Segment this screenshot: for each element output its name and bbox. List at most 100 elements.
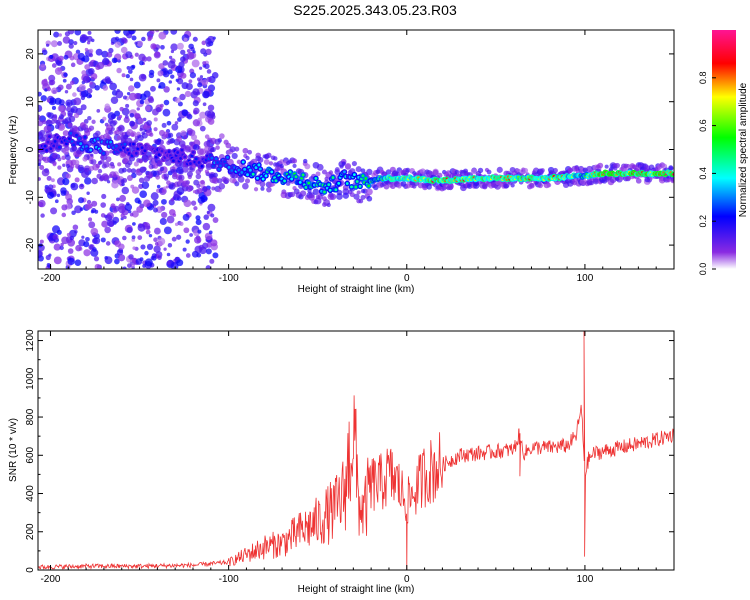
heatmap-cell bbox=[143, 149, 147, 153]
heatmap-cell bbox=[537, 182, 543, 189]
heatmap-cell bbox=[189, 233, 193, 237]
heatmap-cell bbox=[204, 134, 210, 139]
heatmap-cell bbox=[197, 229, 202, 234]
heatmap-cell bbox=[592, 178, 600, 185]
heatmap-cell bbox=[197, 161, 201, 164]
heatmap-cell bbox=[240, 171, 244, 174]
heatmap-cell bbox=[54, 119, 59, 124]
spectrogram-x-label: Height of straight line (km) bbox=[298, 284, 415, 295]
heatmap-cell bbox=[270, 170, 274, 174]
heatmap-cell bbox=[193, 179, 200, 186]
y-tick-label: -20 bbox=[25, 237, 36, 252]
heatmap-cell bbox=[366, 168, 373, 176]
heatmap-cell bbox=[210, 213, 215, 218]
heatmap-cell bbox=[91, 177, 98, 185]
heatmap-cell bbox=[154, 51, 161, 58]
heatmap-cell bbox=[51, 105, 57, 111]
heatmap-cell bbox=[204, 146, 210, 152]
heatmap-cell bbox=[118, 167, 125, 174]
heatmap-cell bbox=[190, 91, 198, 99]
heatmap-cell bbox=[191, 59, 200, 68]
heatmap-cell bbox=[204, 169, 209, 174]
heatmap-cell bbox=[143, 175, 151, 182]
heatmap-cell bbox=[163, 186, 167, 190]
heatmap-cell bbox=[155, 175, 161, 180]
heatmap-cell bbox=[151, 108, 159, 116]
heatmap-cell bbox=[65, 173, 71, 179]
heatmap-cell bbox=[153, 117, 158, 122]
heatmap-cell bbox=[73, 113, 80, 119]
heatmap-cell bbox=[65, 99, 73, 108]
heatmap-cell bbox=[192, 190, 197, 194]
heatmap-cell bbox=[90, 248, 99, 257]
heatmap-cell bbox=[139, 99, 145, 105]
heatmap-cell bbox=[119, 194, 127, 202]
heatmap-cell bbox=[68, 43, 74, 49]
heatmap-cell bbox=[212, 177, 219, 184]
heatmap-cell bbox=[336, 193, 343, 200]
heatmap-cell bbox=[100, 237, 106, 243]
heatmap-cell bbox=[157, 237, 166, 246]
heatmap-cell bbox=[167, 243, 173, 248]
x-tick-label: 0 bbox=[404, 574, 410, 585]
heatmap-cell bbox=[200, 179, 205, 185]
heatmap-cell bbox=[53, 256, 62, 265]
heatmap-cell bbox=[65, 163, 71, 169]
heatmap-cell bbox=[334, 188, 338, 192]
page-title: S225.2025.343.05.23.R03 bbox=[293, 2, 457, 18]
heatmap-cell bbox=[183, 134, 188, 140]
heatmap-cell bbox=[51, 87, 58, 95]
heatmap-cell bbox=[38, 201, 41, 206]
heatmap-cell bbox=[69, 55, 75, 61]
heatmap-cell bbox=[62, 78, 67, 83]
heatmap-cell bbox=[67, 112, 73, 118]
heatmap-cell bbox=[69, 131, 73, 135]
colorbar-label: Normalized spectral amplitude bbox=[738, 82, 749, 217]
heatmap-cell bbox=[101, 193, 107, 200]
heatmap-cell bbox=[165, 159, 172, 166]
heatmap-cell bbox=[152, 44, 157, 49]
heatmap-cell bbox=[129, 212, 134, 217]
colorbar-tick-label: 0.0 bbox=[698, 263, 708, 276]
heatmap-cell bbox=[207, 203, 216, 212]
heatmap-cell bbox=[202, 61, 207, 65]
colorbar-gradient bbox=[712, 30, 736, 269]
heatmap-cell bbox=[193, 107, 200, 115]
heatmap-cell bbox=[352, 173, 356, 177]
heatmap-cell bbox=[257, 156, 264, 163]
heatmap-cell bbox=[67, 238, 76, 247]
heatmap-cell bbox=[167, 69, 173, 75]
heatmap-cell bbox=[134, 138, 139, 143]
heatmap-cell bbox=[358, 184, 362, 188]
heatmap-cell bbox=[106, 180, 111, 184]
heatmap-cell bbox=[109, 80, 113, 85]
y-tick-label: 20 bbox=[25, 48, 36, 60]
heatmap-cell bbox=[157, 170, 163, 176]
heatmap-cell bbox=[254, 166, 258, 169]
heatmap-cell bbox=[63, 54, 69, 60]
heatmap-cell bbox=[486, 169, 492, 175]
heatmap-cell bbox=[65, 83, 72, 90]
heatmap-cell bbox=[143, 199, 151, 208]
heatmap-cell bbox=[312, 188, 320, 195]
heatmap-cell bbox=[52, 162, 57, 167]
heatmap-cell bbox=[167, 261, 171, 265]
y-tick-label: 600 bbox=[25, 447, 36, 464]
heatmap-cell bbox=[77, 52, 85, 60]
heatmap-cell bbox=[52, 152, 59, 159]
heatmap-cell bbox=[38, 104, 43, 113]
heatmap-cell bbox=[150, 192, 159, 201]
heatmap-cell bbox=[62, 178, 70, 186]
heatmap-cell bbox=[62, 148, 69, 155]
heatmap-cell bbox=[127, 69, 133, 74]
x-tick-label: 0 bbox=[404, 273, 410, 284]
heatmap-cell bbox=[206, 69, 212, 74]
heatmap-cell bbox=[122, 266, 127, 269]
heatmap-cell bbox=[597, 162, 604, 169]
heatmap-cell bbox=[149, 132, 154, 137]
heatmap-cell bbox=[126, 65, 131, 70]
heatmap-cell bbox=[146, 225, 151, 230]
heatmap-cell bbox=[405, 167, 411, 173]
heatmap-cell bbox=[123, 215, 127, 220]
heatmap-cell bbox=[230, 169, 234, 172]
